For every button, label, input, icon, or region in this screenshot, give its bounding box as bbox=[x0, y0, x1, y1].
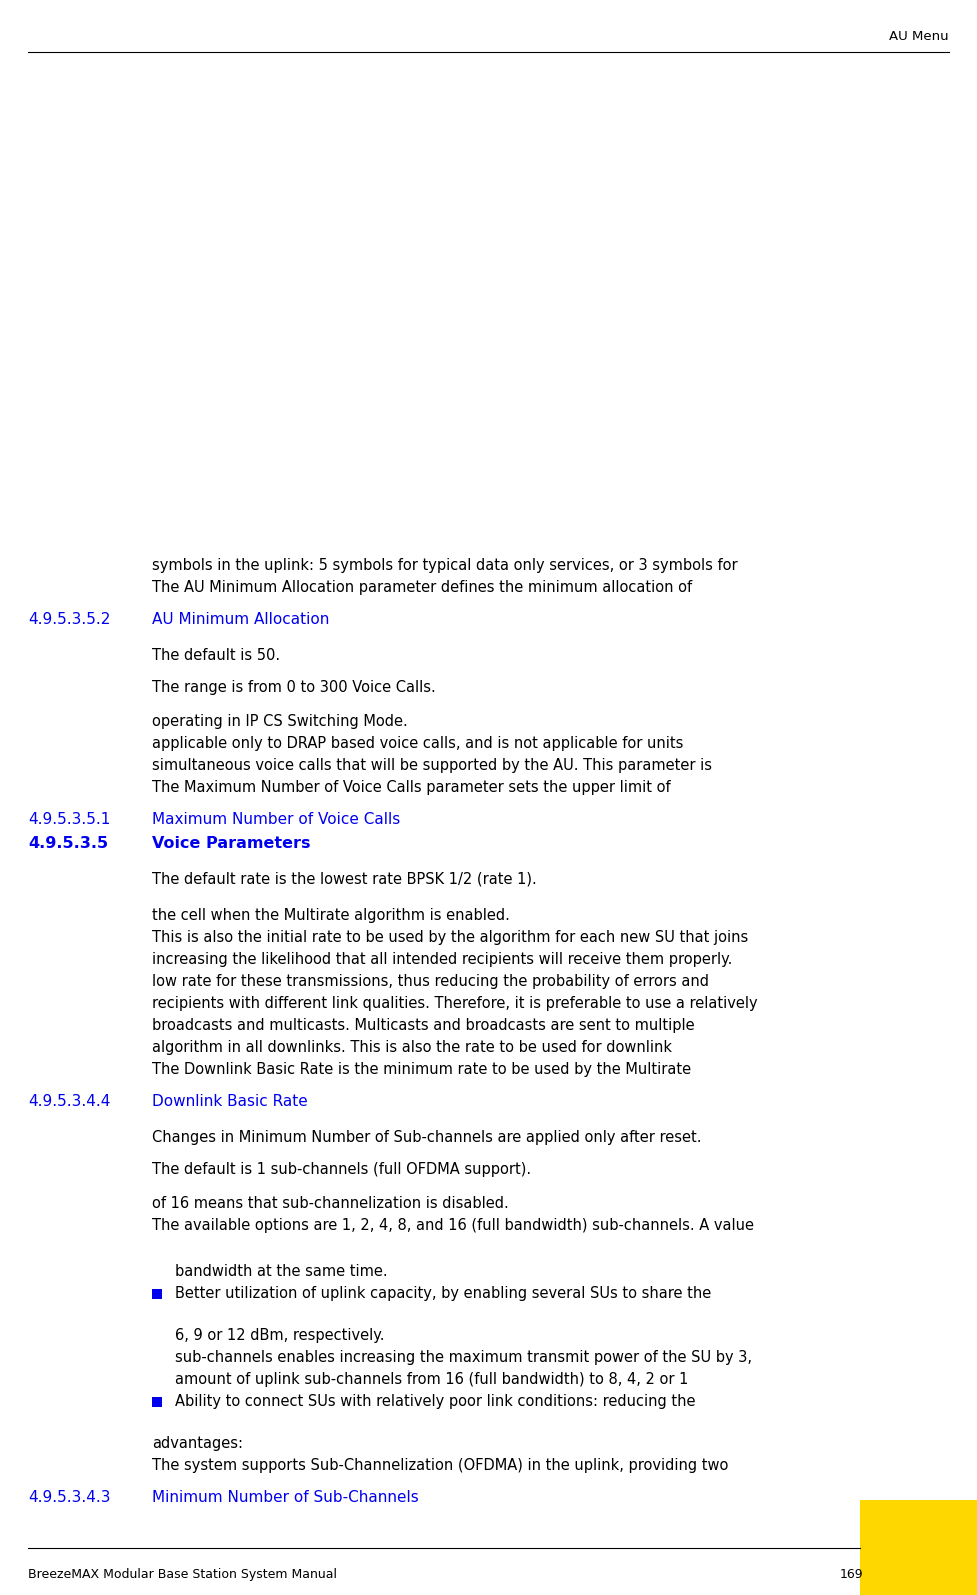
Text: AU Minimum Allocation: AU Minimum Allocation bbox=[152, 612, 329, 627]
Text: operating in IP CS Switching Mode.: operating in IP CS Switching Mode. bbox=[152, 715, 407, 729]
Text: applicable only to DRAP based voice calls, and is not applicable for units: applicable only to DRAP based voice call… bbox=[152, 735, 683, 751]
Text: symbols in the uplink: 5 symbols for typical data only services, or 3 symbols fo: symbols in the uplink: 5 symbols for typ… bbox=[152, 558, 738, 573]
Text: of 16 means that sub-channelization is disabled.: of 16 means that sub-channelization is d… bbox=[152, 1196, 509, 1211]
Text: algorithm in all downlinks. This is also the rate to be used for downlink: algorithm in all downlinks. This is also… bbox=[152, 1040, 672, 1054]
Text: advantages:: advantages: bbox=[152, 1436, 243, 1451]
Text: Better utilization of uplink capacity, by enabling several SUs to share the: Better utilization of uplink capacity, b… bbox=[175, 1286, 711, 1302]
Text: This is also the initial rate to be used by the algorithm for each new SU that j: This is also the initial rate to be used… bbox=[152, 930, 748, 944]
Text: The Maximum Number of Voice Calls parameter sets the upper limit of: The Maximum Number of Voice Calls parame… bbox=[152, 780, 670, 794]
Text: low rate for these transmissions, thus reducing the probability of errors and: low rate for these transmissions, thus r… bbox=[152, 975, 709, 989]
Text: 6, 9 or 12 dBm, respectively.: 6, 9 or 12 dBm, respectively. bbox=[175, 1329, 385, 1343]
Text: 4.9.5.3.4.4: 4.9.5.3.4.4 bbox=[28, 1094, 110, 1109]
Text: The available options are 1, 2, 4, 8, and 16 (full bandwidth) sub-channels. A va: The available options are 1, 2, 4, 8, an… bbox=[152, 1219, 754, 1233]
Text: 4.9.5.3.5.2: 4.9.5.3.5.2 bbox=[28, 612, 110, 627]
Text: 169: 169 bbox=[840, 1568, 864, 1581]
Text: Minimum Number of Sub-Channels: Minimum Number of Sub-Channels bbox=[152, 1490, 419, 1506]
Text: simultaneous voice calls that will be supported by the AU. This parameter is: simultaneous voice calls that will be su… bbox=[152, 758, 712, 774]
Bar bbox=[860, 1499, 977, 1595]
Text: The Downlink Basic Rate is the minimum rate to be used by the Multirate: The Downlink Basic Rate is the minimum r… bbox=[152, 1062, 691, 1077]
Bar bbox=[152, 1397, 162, 1407]
Text: amount of uplink sub-channels from 16 (full bandwidth) to 8, 4, 2 or 1: amount of uplink sub-channels from 16 (f… bbox=[175, 1372, 689, 1388]
Text: sub-channels enables increasing the maximum transmit power of the SU by 3,: sub-channels enables increasing the maxi… bbox=[175, 1349, 752, 1365]
Text: recipients with different link qualities. Therefore, it is preferable to use a r: recipients with different link qualities… bbox=[152, 995, 757, 1011]
Text: Ability to connect SUs with relatively poor link conditions: reducing the: Ability to connect SUs with relatively p… bbox=[175, 1394, 696, 1408]
Text: 4.9.5.3.5.1: 4.9.5.3.5.1 bbox=[28, 812, 110, 826]
Text: The range is from 0 to 300 Voice Calls.: The range is from 0 to 300 Voice Calls. bbox=[152, 679, 436, 695]
Text: The default is 50.: The default is 50. bbox=[152, 648, 280, 664]
Text: The AU Minimum Allocation parameter defines the minimum allocation of: The AU Minimum Allocation parameter defi… bbox=[152, 581, 692, 595]
Text: AU Menu: AU Menu bbox=[889, 30, 949, 43]
Text: broadcasts and multicasts. Multicasts and broadcasts are sent to multiple: broadcasts and multicasts. Multicasts an… bbox=[152, 1018, 695, 1034]
Text: 4.9.5.3.5: 4.9.5.3.5 bbox=[28, 836, 108, 852]
Text: Changes in Minimum Number of Sub-channels are applied only after reset.: Changes in Minimum Number of Sub-channel… bbox=[152, 1129, 701, 1145]
Text: Maximum Number of Voice Calls: Maximum Number of Voice Calls bbox=[152, 812, 401, 826]
Text: bandwidth at the same time.: bandwidth at the same time. bbox=[175, 1263, 388, 1279]
Text: The system supports Sub-Channelization (OFDMA) in the uplink, providing two: The system supports Sub-Channelization (… bbox=[152, 1458, 729, 1474]
Text: increasing the likelihood that all intended recipients will receive them properl: increasing the likelihood that all inten… bbox=[152, 952, 733, 967]
Text: BreezeMAX Modular Base Station System Manual: BreezeMAX Modular Base Station System Ma… bbox=[28, 1568, 337, 1581]
Bar bbox=[152, 1289, 162, 1298]
Text: Voice Parameters: Voice Parameters bbox=[152, 836, 311, 852]
Text: 4.9.5.3.4.3: 4.9.5.3.4.3 bbox=[28, 1490, 110, 1506]
Text: The default is 1 sub-channels (full OFDMA support).: The default is 1 sub-channels (full OFDM… bbox=[152, 1163, 531, 1177]
Text: the cell when the Multirate algorithm is enabled.: the cell when the Multirate algorithm is… bbox=[152, 908, 510, 924]
Text: The default rate is the lowest rate BPSK 1/2 (rate 1).: The default rate is the lowest rate BPSK… bbox=[152, 872, 536, 887]
Text: Downlink Basic Rate: Downlink Basic Rate bbox=[152, 1094, 308, 1109]
